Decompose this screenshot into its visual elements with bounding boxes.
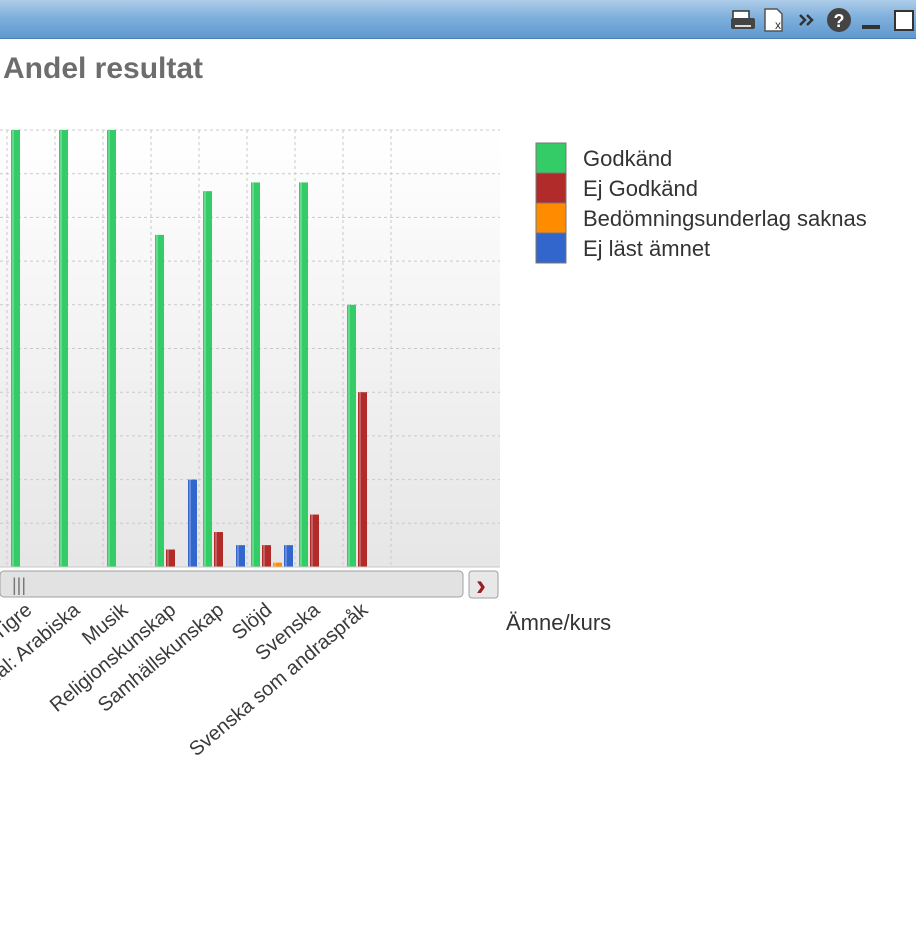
bar-highlight-3-5 bbox=[237, 545, 239, 567]
more-icon[interactable] bbox=[794, 7, 820, 33]
bar-highlight-3-4 bbox=[189, 479, 191, 567]
bar-highlight-0-7 bbox=[300, 182, 302, 567]
window-titlebar: x ? bbox=[0, 0, 916, 39]
bar-highlight-2-6 bbox=[274, 562, 276, 567]
scroll-right-button[interactable] bbox=[468, 570, 499, 599]
minimize-icon[interactable] bbox=[858, 7, 884, 33]
export-excel-icon[interactable]: x bbox=[762, 7, 788, 33]
legend-label: Godkänd bbox=[583, 146, 672, 171]
bar-highlight-1-6 bbox=[263, 545, 265, 567]
print-icon[interactable] bbox=[730, 7, 756, 33]
bar-0-6 bbox=[251, 182, 260, 567]
bar-1-7 bbox=[310, 514, 319, 567]
bar-3-5 bbox=[236, 545, 245, 567]
legend-swatch bbox=[535, 172, 567, 204]
bar-highlight-3-6 bbox=[285, 545, 287, 567]
x-axis-title: Ämne/kurs bbox=[506, 610, 611, 635]
bar-2-6 bbox=[273, 562, 282, 567]
bar-0-4 bbox=[155, 234, 164, 567]
legend-swatch bbox=[535, 202, 567, 234]
legend-label: Bedömningsunderlag saknas bbox=[583, 206, 867, 231]
horizontal-scrollbar[interactable]: ||| › bbox=[0, 569, 499, 602]
bar-highlight-0-6 bbox=[252, 182, 254, 567]
bar-highlight-0-4 bbox=[156, 234, 158, 567]
svg-text:x: x bbox=[775, 18, 781, 32]
bar-1-4 bbox=[166, 549, 175, 567]
legend-swatch bbox=[535, 232, 567, 264]
bar-3-6 bbox=[284, 545, 293, 567]
bar-highlight-0-5 bbox=[204, 191, 206, 567]
chevron-right-icon: › bbox=[476, 569, 486, 602]
help-icon[interactable]: ? bbox=[826, 7, 852, 33]
bar-highlight-0-3 bbox=[108, 130, 110, 567]
legend-label: Ej läst ämnet bbox=[583, 236, 710, 261]
legend-label: Ej Godkänd bbox=[583, 176, 698, 201]
legend: Godkänd Ej Godkänd Bedömningsunderlag sakn… bbox=[535, 142, 867, 264]
bar-highlight-0-2 bbox=[60, 130, 62, 567]
bar-highlight-0-1 bbox=[12, 130, 14, 567]
bar-0-3 bbox=[107, 130, 116, 567]
scrollbar-grip[interactable]: ||| bbox=[12, 575, 26, 595]
bar-highlight-1-7 bbox=[311, 514, 313, 567]
bar-0-5 bbox=[203, 191, 212, 567]
bar-1-6 bbox=[262, 545, 271, 567]
x-tick-labels: ...ska...mål, Tigre...smål: ArabiskaMusi… bbox=[0, 598, 373, 761]
window-controls: x ? bbox=[730, 7, 916, 33]
gridlines bbox=[0, 129, 500, 568]
scrollbar-track[interactable] bbox=[0, 570, 464, 598]
bar-0-1 bbox=[11, 130, 20, 567]
bar-1-8 bbox=[358, 392, 367, 567]
bar-highlight-1-5 bbox=[215, 532, 217, 567]
svg-text:?: ? bbox=[834, 11, 845, 31]
bar-0-2 bbox=[59, 130, 68, 567]
page-title: Andel resultat bbox=[3, 52, 204, 85]
bar-highlight-1-4 bbox=[167, 549, 169, 567]
bar-highlight-0-8 bbox=[348, 304, 350, 567]
bar-0-8 bbox=[347, 304, 356, 567]
bar-1-5 bbox=[214, 532, 223, 567]
bar-highlight-1-8 bbox=[359, 392, 361, 567]
bar-3-4 bbox=[188, 479, 197, 567]
legend-swatch bbox=[535, 142, 567, 174]
bar-0-7 bbox=[299, 182, 308, 567]
bars bbox=[11, 130, 367, 567]
maximize-icon[interactable] bbox=[890, 7, 916, 33]
